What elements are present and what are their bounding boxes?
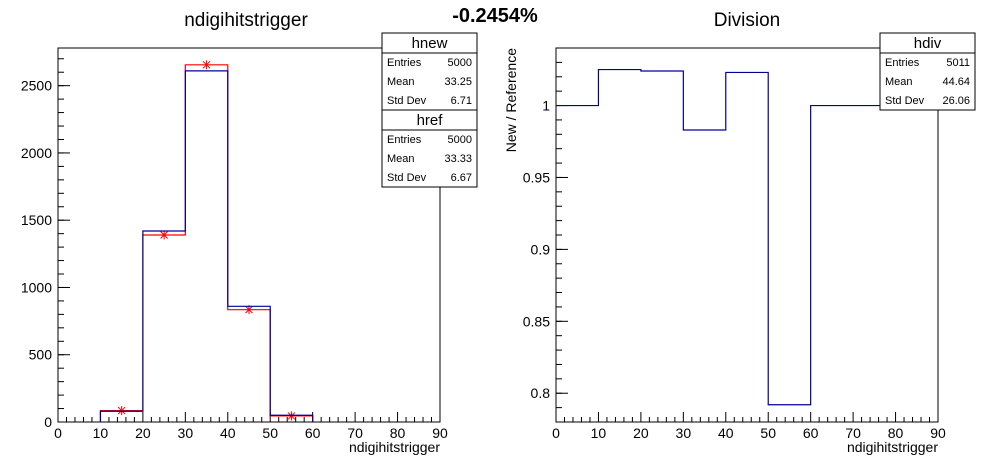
stats-key: Mean (885, 76, 913, 88)
stats-box-title: hnew (412, 35, 448, 52)
y-tick-label: 500 (29, 347, 53, 363)
x-tick-label: 70 (347, 425, 363, 441)
x-tick-label: 70 (845, 425, 861, 441)
x-tick-label: 0 (54, 425, 62, 441)
y-tick-label: 1000 (21, 279, 52, 295)
x-axis-label: ndigihitstrigger (847, 439, 938, 455)
stats-value: 26.06 (942, 95, 970, 107)
stats-box-frame (381, 32, 478, 111)
stats-box-frame (879, 32, 976, 111)
series-hnew-line (99, 70, 314, 422)
right-plot: 0 10 20 30 40 50 60 70 80 90 0.8 0.85 0.9 0.95 1 ndigih… (503, 32, 976, 455)
plot-frame (57, 47, 441, 423)
stats-box-hdiv: hdiv Entries 5011 Mean 44.64 Std Dev 26.06 (879, 32, 976, 111)
stats-key: Entries (387, 57, 422, 69)
stats-value: 33.33 (444, 153, 472, 165)
x-tick-label: 90 (930, 425, 946, 441)
x-tick-label: 50 (262, 425, 278, 441)
x-tick-label: 90 (432, 425, 448, 441)
y-tick-label: 0.85 (523, 313, 550, 329)
y-tick-label: 1500 (21, 212, 52, 228)
stats-value: 6.67 (451, 172, 472, 184)
stats-key: Std Dev (387, 172, 427, 184)
stats-value: 33.25 (444, 76, 472, 88)
series-hdiv-line (556, 68, 938, 406)
stats-key: Entries (885, 57, 920, 69)
y-tick-label: 1 (542, 98, 550, 114)
stats-value: 5000 (448, 57, 472, 69)
x-tick-label: 80 (390, 425, 406, 441)
stats-box-frame (381, 109, 478, 188)
stats-key: Mean (387, 153, 415, 165)
x-tick-label: 0 (552, 425, 560, 441)
y-axis-label: New / Reference (503, 48, 519, 152)
y-tick-label: 0.95 (523, 169, 550, 185)
chart-title-right: Division (714, 10, 781, 31)
x-tick-label: 30 (178, 425, 194, 441)
y-tick-label: 0.9 (531, 241, 551, 257)
x-tick-label: 60 (305, 425, 321, 441)
y-tick-label: 0 (44, 414, 52, 430)
x-tick-label: 60 (803, 425, 819, 441)
chart-title-left: ndigihitstrigger (184, 10, 308, 31)
stats-value: 44.64 (942, 76, 970, 88)
x-axis-label: ndigihitstrigger (349, 439, 440, 455)
stats-key: Std Dev (387, 95, 427, 107)
x-tick-label: 20 (633, 425, 649, 441)
y-tick-label: 2000 (21, 145, 52, 161)
x-tick-label: 40 (220, 425, 236, 441)
x-tick-label: 50 (760, 425, 776, 441)
stats-box-hnew: hnew Entries 5000 Mean 33.25 Std Dev 6.71 (381, 32, 478, 111)
stats-value: 6.71 (451, 95, 472, 107)
x-tick-label: 30 (676, 425, 692, 441)
difference-percentage: -0.2454% (452, 5, 538, 27)
x-tick-label: 40 (718, 425, 734, 441)
stats-box-title: href (417, 112, 444, 129)
x-tick-label: 20 (135, 425, 151, 441)
y-tick-label: 2500 (21, 78, 52, 94)
stats-value: 5000 (448, 134, 472, 146)
left-plot: 0 10 20 30 40 50 60 70 80 90 0 500 1000 1500 2000 2500 n… (21, 32, 478, 455)
stats-box-href: href Entries 5000 Mean 33.33 Std Dev 6.67 (381, 109, 478, 188)
stats-value: 5011 (946, 57, 970, 69)
y-tick-label: 0.8 (531, 385, 551, 401)
stats-key: Mean (387, 76, 415, 88)
stats-key: Entries (387, 134, 422, 146)
stats-key: Std Dev (885, 95, 925, 107)
x-tick-label: 10 (591, 425, 607, 441)
stats-box-title: hdiv (914, 35, 942, 52)
x-tick-label: 80 (888, 425, 904, 441)
series-href-line (99, 64, 314, 422)
x-tick-label: 10 (93, 425, 109, 441)
